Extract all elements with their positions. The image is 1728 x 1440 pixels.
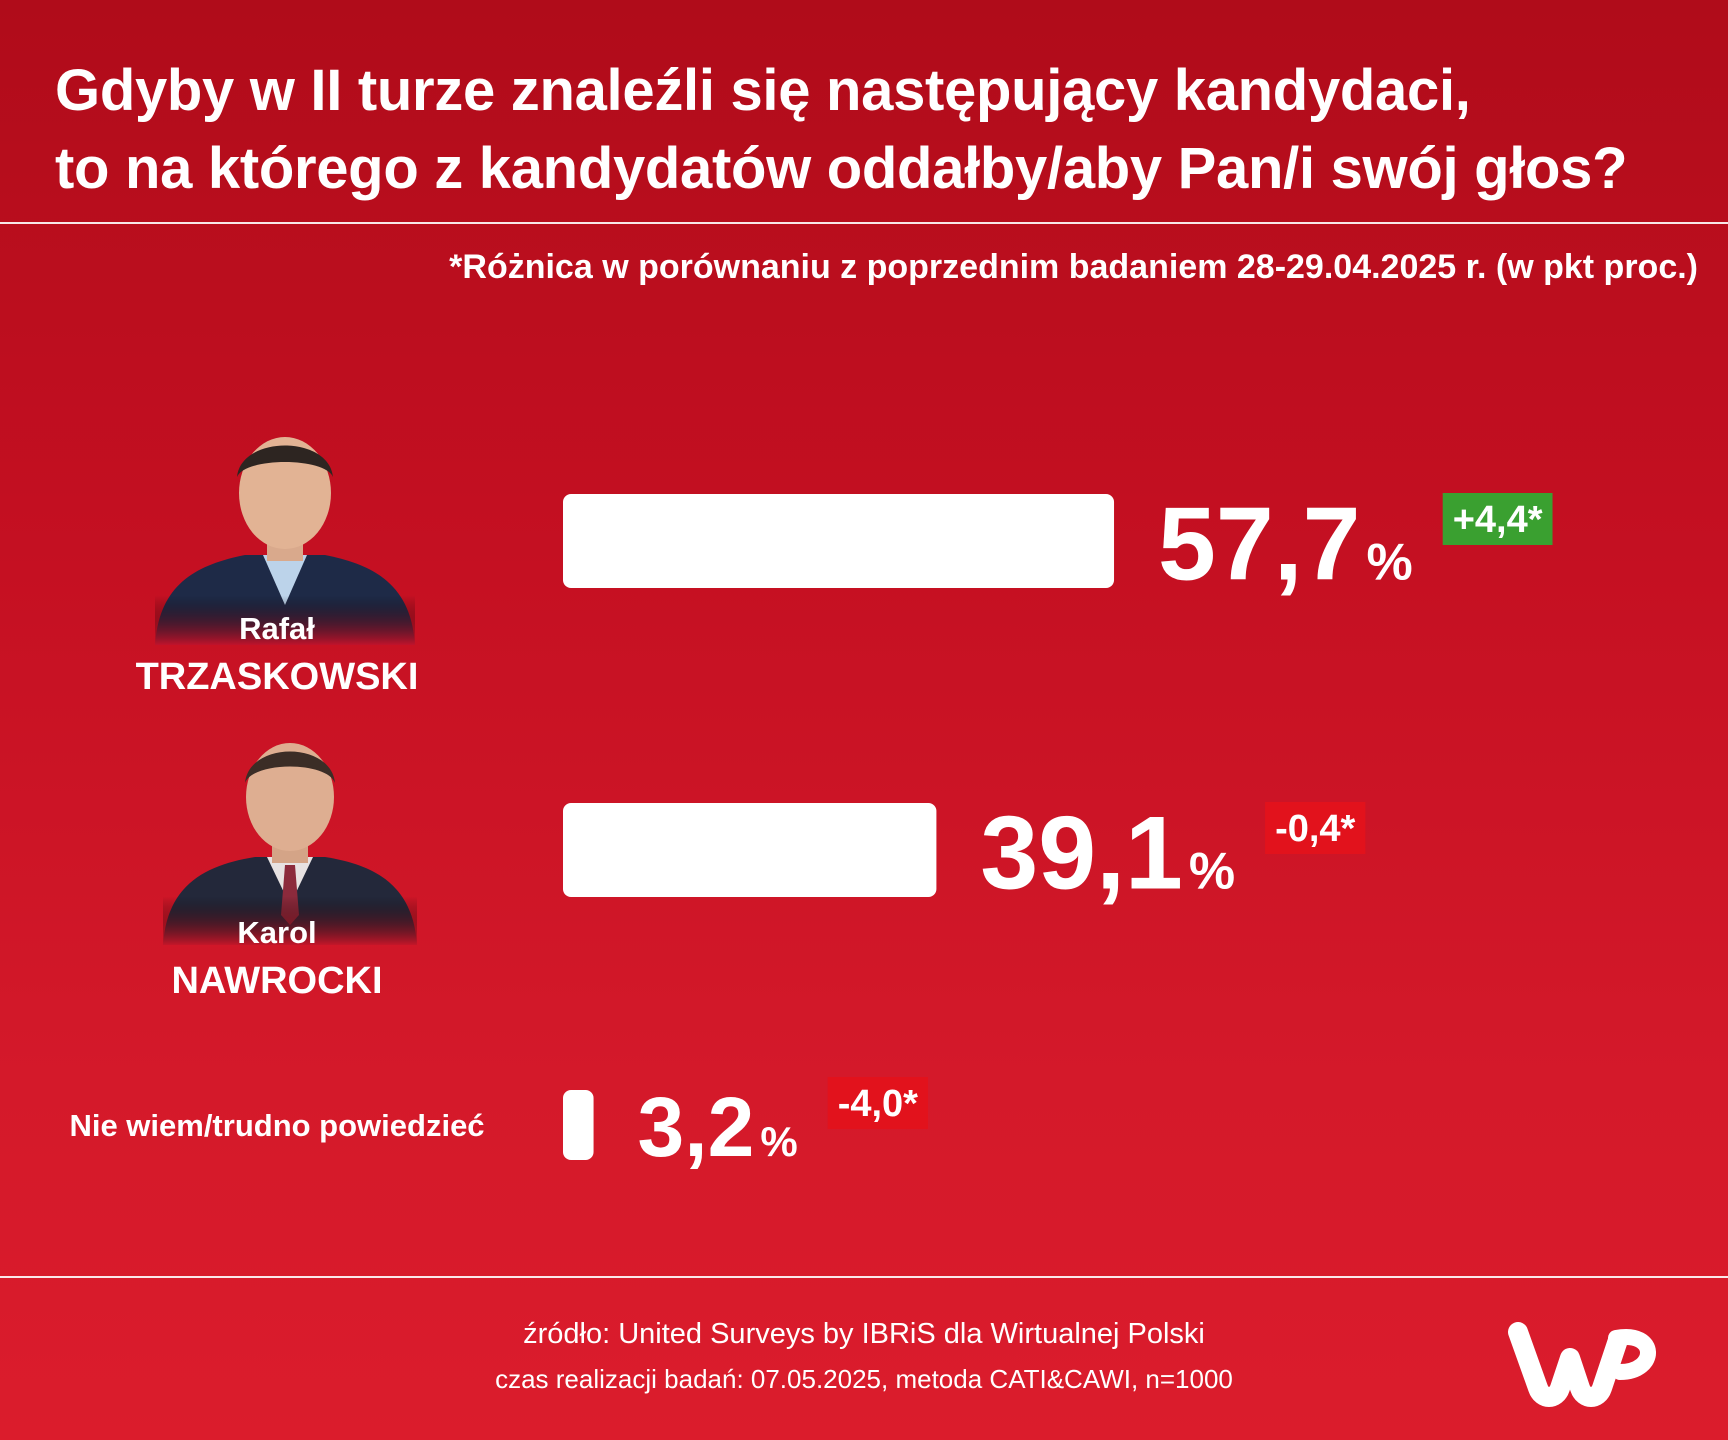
change-label: -0,4*	[1275, 808, 1355, 850]
category-last-name: NAWROCKI	[171, 960, 382, 1002]
bar	[563, 1090, 594, 1160]
chart-title: Gdyby w II turze znaleźli się następując…	[55, 52, 1695, 208]
chart-title-line-2: to na którego z kandydatów oddałby/aby P…	[55, 136, 1628, 201]
trzaskowski-photo	[155, 437, 415, 645]
top-divider	[0, 222, 1728, 224]
chart-title-line-1: Gdyby w II turze znaleźli się następując…	[55, 58, 1471, 123]
change-badge	[827, 1077, 928, 1129]
value-label: 57,7	[1158, 486, 1360, 602]
value-label: 3,2	[638, 1080, 755, 1174]
change-label: -4,0*	[838, 1083, 918, 1125]
change-badge	[1265, 802, 1366, 854]
category-first-name: Rafał	[239, 611, 315, 646]
change-note: *Różnica w porównaniu z poprzednim badan…	[449, 248, 1698, 286]
bar	[563, 494, 1115, 588]
wp-logo	[1508, 1322, 1656, 1407]
category-last-name: TRZASKOWSKI	[136, 656, 419, 698]
percent-sign: %	[1366, 533, 1412, 591]
value-label: 39,1	[980, 795, 1182, 911]
footer-meta: czas realizacji badań: 07.05.2025, metod…	[495, 1364, 1233, 1394]
percent-sign: %	[1189, 842, 1235, 900]
change-label: +4,4*	[1453, 499, 1543, 541]
bottom-divider	[0, 1276, 1728, 1278]
bar	[563, 803, 937, 897]
category-first-name: Karol	[237, 915, 316, 950]
change-badge	[1442, 493, 1553, 545]
percent-sign: %	[760, 1118, 797, 1165]
nawrocki-photo	[163, 743, 417, 945]
category-label: Nie wiem/trudno powiedzieć	[69, 1108, 484, 1143]
footer-source: źródło: United Surveys by IBRiS dla Wirt…	[523, 1318, 1205, 1350]
